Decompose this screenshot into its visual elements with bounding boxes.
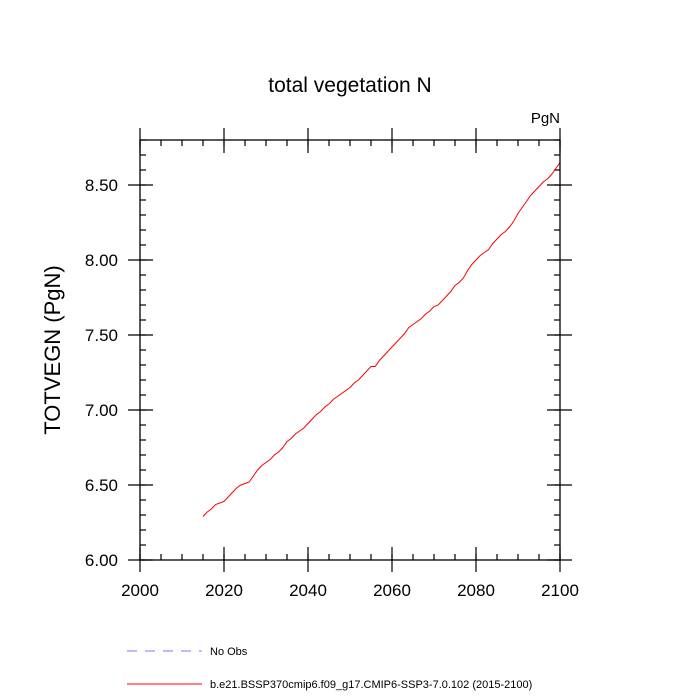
chart-title: total vegetation N [268, 74, 431, 97]
units-label: PgN [531, 110, 560, 127]
legend-label-no-obs: No Obs [210, 646, 248, 658]
x-tick-label: 2000 [121, 581, 159, 600]
x-tick-label: 2040 [289, 581, 327, 600]
plot-frame [139, 139, 561, 561]
y-tick-labels: 6.00 6.50 7.00 7.50 8.00 8.50 [85, 176, 118, 570]
axis-ticks [128, 128, 572, 572]
y-tick-label: 6.00 [85, 551, 118, 570]
x-tick-label: 2060 [373, 581, 411, 600]
y-tick-label: 8.00 [85, 251, 118, 270]
x-tick-label: 2080 [457, 581, 495, 600]
legend-label-ssp370: b.e21.BSSP370cmip6.f09_g17.CMIP6-SSP3-7.… [210, 679, 532, 691]
y-tick-label: 7.50 [85, 326, 118, 345]
y-tick-label: 8.50 [85, 176, 118, 195]
x-tick-labels: 2000 2020 2040 2060 2080 2100 [121, 581, 579, 600]
x-tick-label: 2020 [205, 581, 243, 600]
y-tick-label: 6.50 [85, 476, 118, 495]
series-line-0 [202, 162, 561, 517]
series-layer [202, 162, 561, 517]
y-tick-label: 7.00 [85, 401, 118, 420]
x-tick-label: 2100 [541, 581, 579, 600]
y-axis-label: TOTVEGN (PgN) [40, 265, 65, 435]
